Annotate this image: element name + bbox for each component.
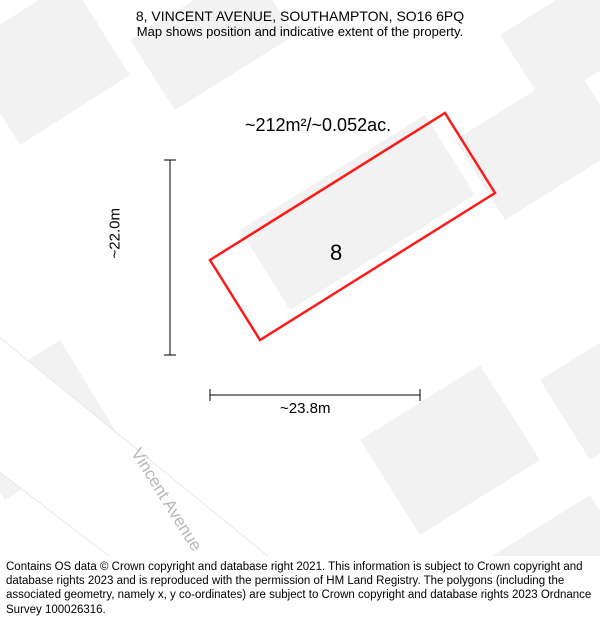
building bbox=[540, 318, 600, 460]
map-svg bbox=[0, 0, 600, 625]
house-number: 8 bbox=[330, 240, 342, 266]
building bbox=[455, 65, 600, 220]
page-subtitle: Map shows position and indicative extent… bbox=[0, 24, 600, 39]
page-title: 8, VINCENT AVENUE, SOUTHAMPTON, SO16 6PQ bbox=[0, 8, 600, 24]
width-label: ~23.8m bbox=[280, 400, 330, 417]
height-label: ~22.0m bbox=[107, 208, 124, 258]
header: 8, VINCENT AVENUE, SOUTHAMPTON, SO16 6PQ… bbox=[0, 0, 600, 39]
building bbox=[240, 115, 475, 310]
footer-copyright: Contains OS data © Crown copyright and d… bbox=[0, 556, 600, 625]
area-label: ~212m²/~0.052ac. bbox=[245, 115, 391, 136]
map-area: ~212m²/~0.052ac. ~22.0m ~23.8m 8 Vincent… bbox=[0, 0, 600, 625]
building bbox=[360, 365, 540, 535]
